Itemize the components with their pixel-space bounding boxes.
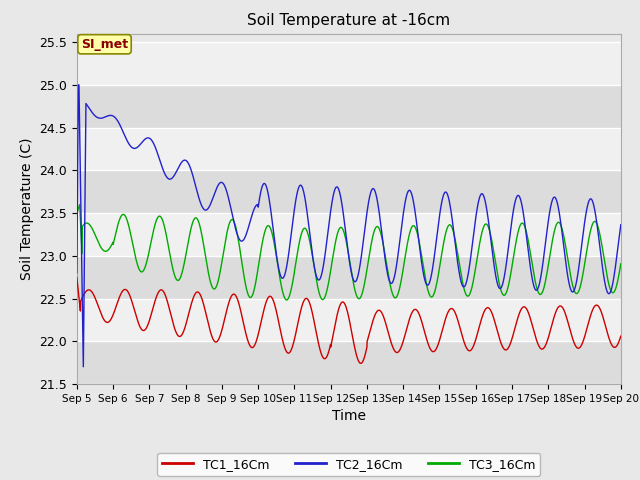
Bar [77, 85, 621, 128]
Bar [77, 170, 621, 213]
Bar [77, 256, 621, 299]
Legend: TC1_16Cm, TC2_16Cm, TC3_16Cm: TC1_16Cm, TC2_16Cm, TC3_16Cm [157, 453, 540, 476]
Bar [77, 341, 621, 384]
Bar [77, 213, 621, 256]
Title: Soil Temperature at -16cm: Soil Temperature at -16cm [247, 13, 451, 28]
Bar [77, 299, 621, 341]
Bar [77, 42, 621, 85]
Y-axis label: Soil Temperature (C): Soil Temperature (C) [20, 138, 34, 280]
Bar [77, 128, 621, 170]
X-axis label: Time: Time [332, 409, 366, 423]
Text: SI_met: SI_met [81, 38, 128, 51]
